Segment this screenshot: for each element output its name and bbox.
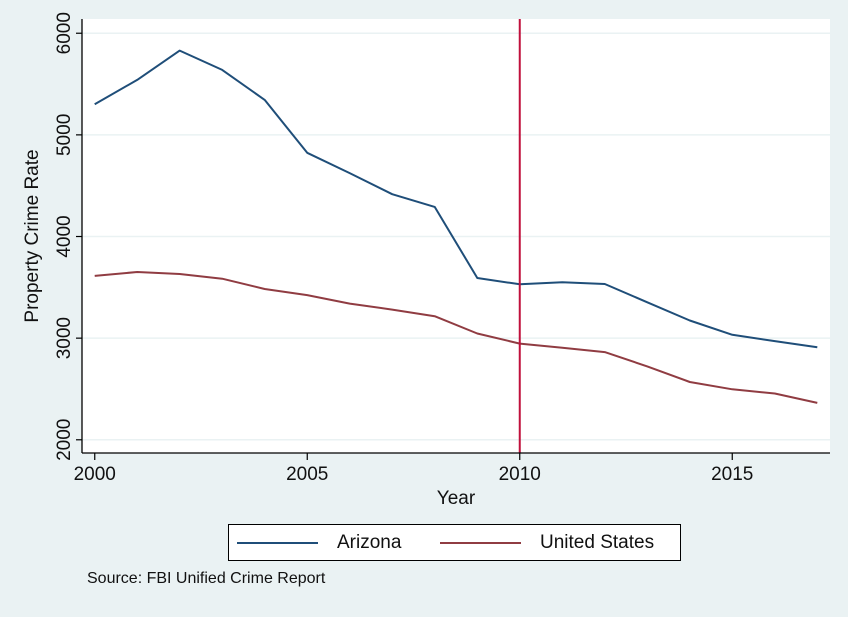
x-tick-label-2010: 2010 — [499, 464, 541, 485]
legend-item-united-states: United States — [440, 525, 654, 560]
x-tick-label-2000: 2000 — [74, 464, 116, 485]
y-tick-label-6000: 6000 — [54, 12, 75, 54]
legend-swatch-united-states — [440, 541, 521, 544]
legend-label-united-states: United States — [540, 531, 655, 553]
y-tick-label-2000: 2000 — [54, 419, 75, 461]
y-tick-label-3000: 3000 — [54, 317, 75, 359]
series-lines — [94, 49, 818, 404]
legend-label-arizona: Arizona — [337, 531, 402, 553]
y-axis-title: Property Crime Rate — [22, 149, 43, 322]
x-tick-label-2015: 2015 — [711, 464, 753, 485]
x-axis-title: Year — [437, 488, 476, 509]
x-ticks: 2000 2005 2010 2015 — [74, 453, 753, 485]
series-line-arizona — [94, 49, 818, 349]
series-line-united-states — [94, 271, 818, 404]
gridlines — [82, 32, 830, 441]
legend-item-arizona: Arizona — [237, 525, 401, 560]
legend-swatch-arizona — [237, 541, 318, 544]
x-tick-label-2005: 2005 — [286, 464, 328, 485]
legend: Arizona United States — [228, 524, 681, 561]
y-tick-label-5000: 5000 — [54, 114, 75, 156]
source-note: Source: FBI Unified Crime Report — [87, 570, 326, 587]
y-tick-label-4000: 4000 — [54, 215, 75, 257]
y-ticks: 2000 3000 4000 5000 6000 — [54, 12, 82, 461]
